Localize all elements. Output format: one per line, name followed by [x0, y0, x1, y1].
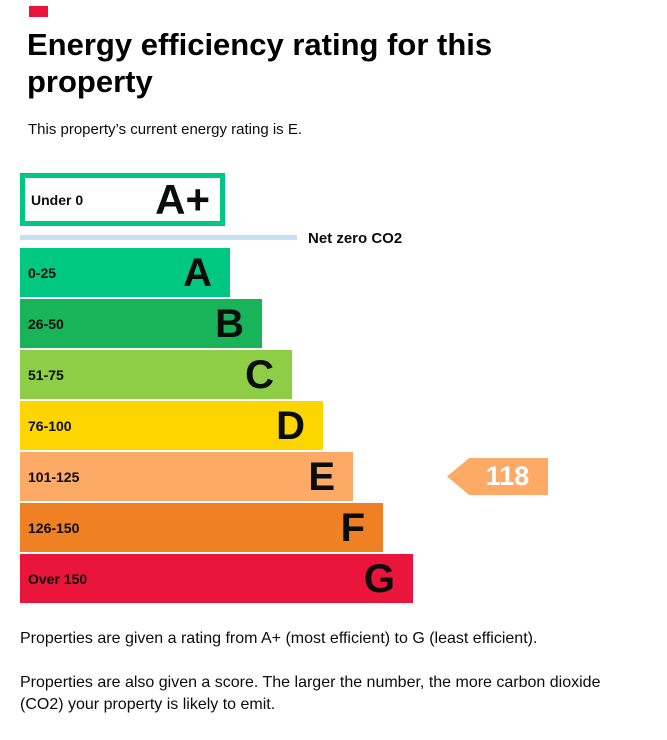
- rating-explanation-text: Properties are given a rating from A+ (m…: [20, 630, 538, 647]
- current-score: 118: [485, 461, 530, 491]
- band-range-label: 101-125: [28, 468, 80, 485]
- band-row: 0-25 A: [20, 248, 230, 297]
- band-a-plus-range: Under 0: [31, 191, 84, 208]
- band-row: 101-125 E: [20, 452, 353, 501]
- band-row: 126-150 F: [20, 503, 383, 552]
- red-marker: [29, 6, 48, 17]
- band-letter: F: [340, 505, 365, 550]
- band-a-plus-letter: A+: [155, 175, 210, 223]
- band-letter: B: [215, 301, 244, 346]
- band-range-label: 126-150: [28, 519, 80, 536]
- band-letter: E: [308, 454, 335, 499]
- band-range-label: 26-50: [28, 315, 64, 332]
- band-letter: C: [245, 352, 274, 397]
- band-row: 26-50 B: [20, 299, 262, 348]
- band-letter: A: [183, 250, 212, 295]
- score-explanation-text: Properties are also given a score. The l…: [20, 674, 601, 713]
- current-rating-text: This property’s current energy rating is…: [28, 121, 303, 138]
- band-row: 51-75 C: [20, 350, 292, 399]
- band-range-label: Over 150: [28, 570, 88, 587]
- band-letter: G: [363, 556, 395, 601]
- band-letter: D: [276, 403, 305, 448]
- band-range-label: 51-75: [28, 366, 64, 383]
- net-zero-label: Net zero CO2: [308, 230, 403, 247]
- band-range-label: 0-25: [28, 264, 57, 281]
- band-range-label: 76-100: [28, 417, 72, 434]
- net-zero-line: [20, 235, 297, 240]
- epc-chart: Under 0 A+ Net zero CO2 0-25 A 26-50 B 5…: [20, 173, 647, 608]
- page-title: Energy efficiency rating for this proper…: [27, 27, 493, 99]
- band-row: Over 150 G: [20, 554, 413, 603]
- current-score-pointer: 118: [447, 458, 548, 495]
- band-row: 76-100 D: [20, 401, 323, 450]
- band-a-plus: Under 0 A+: [20, 173, 225, 226]
